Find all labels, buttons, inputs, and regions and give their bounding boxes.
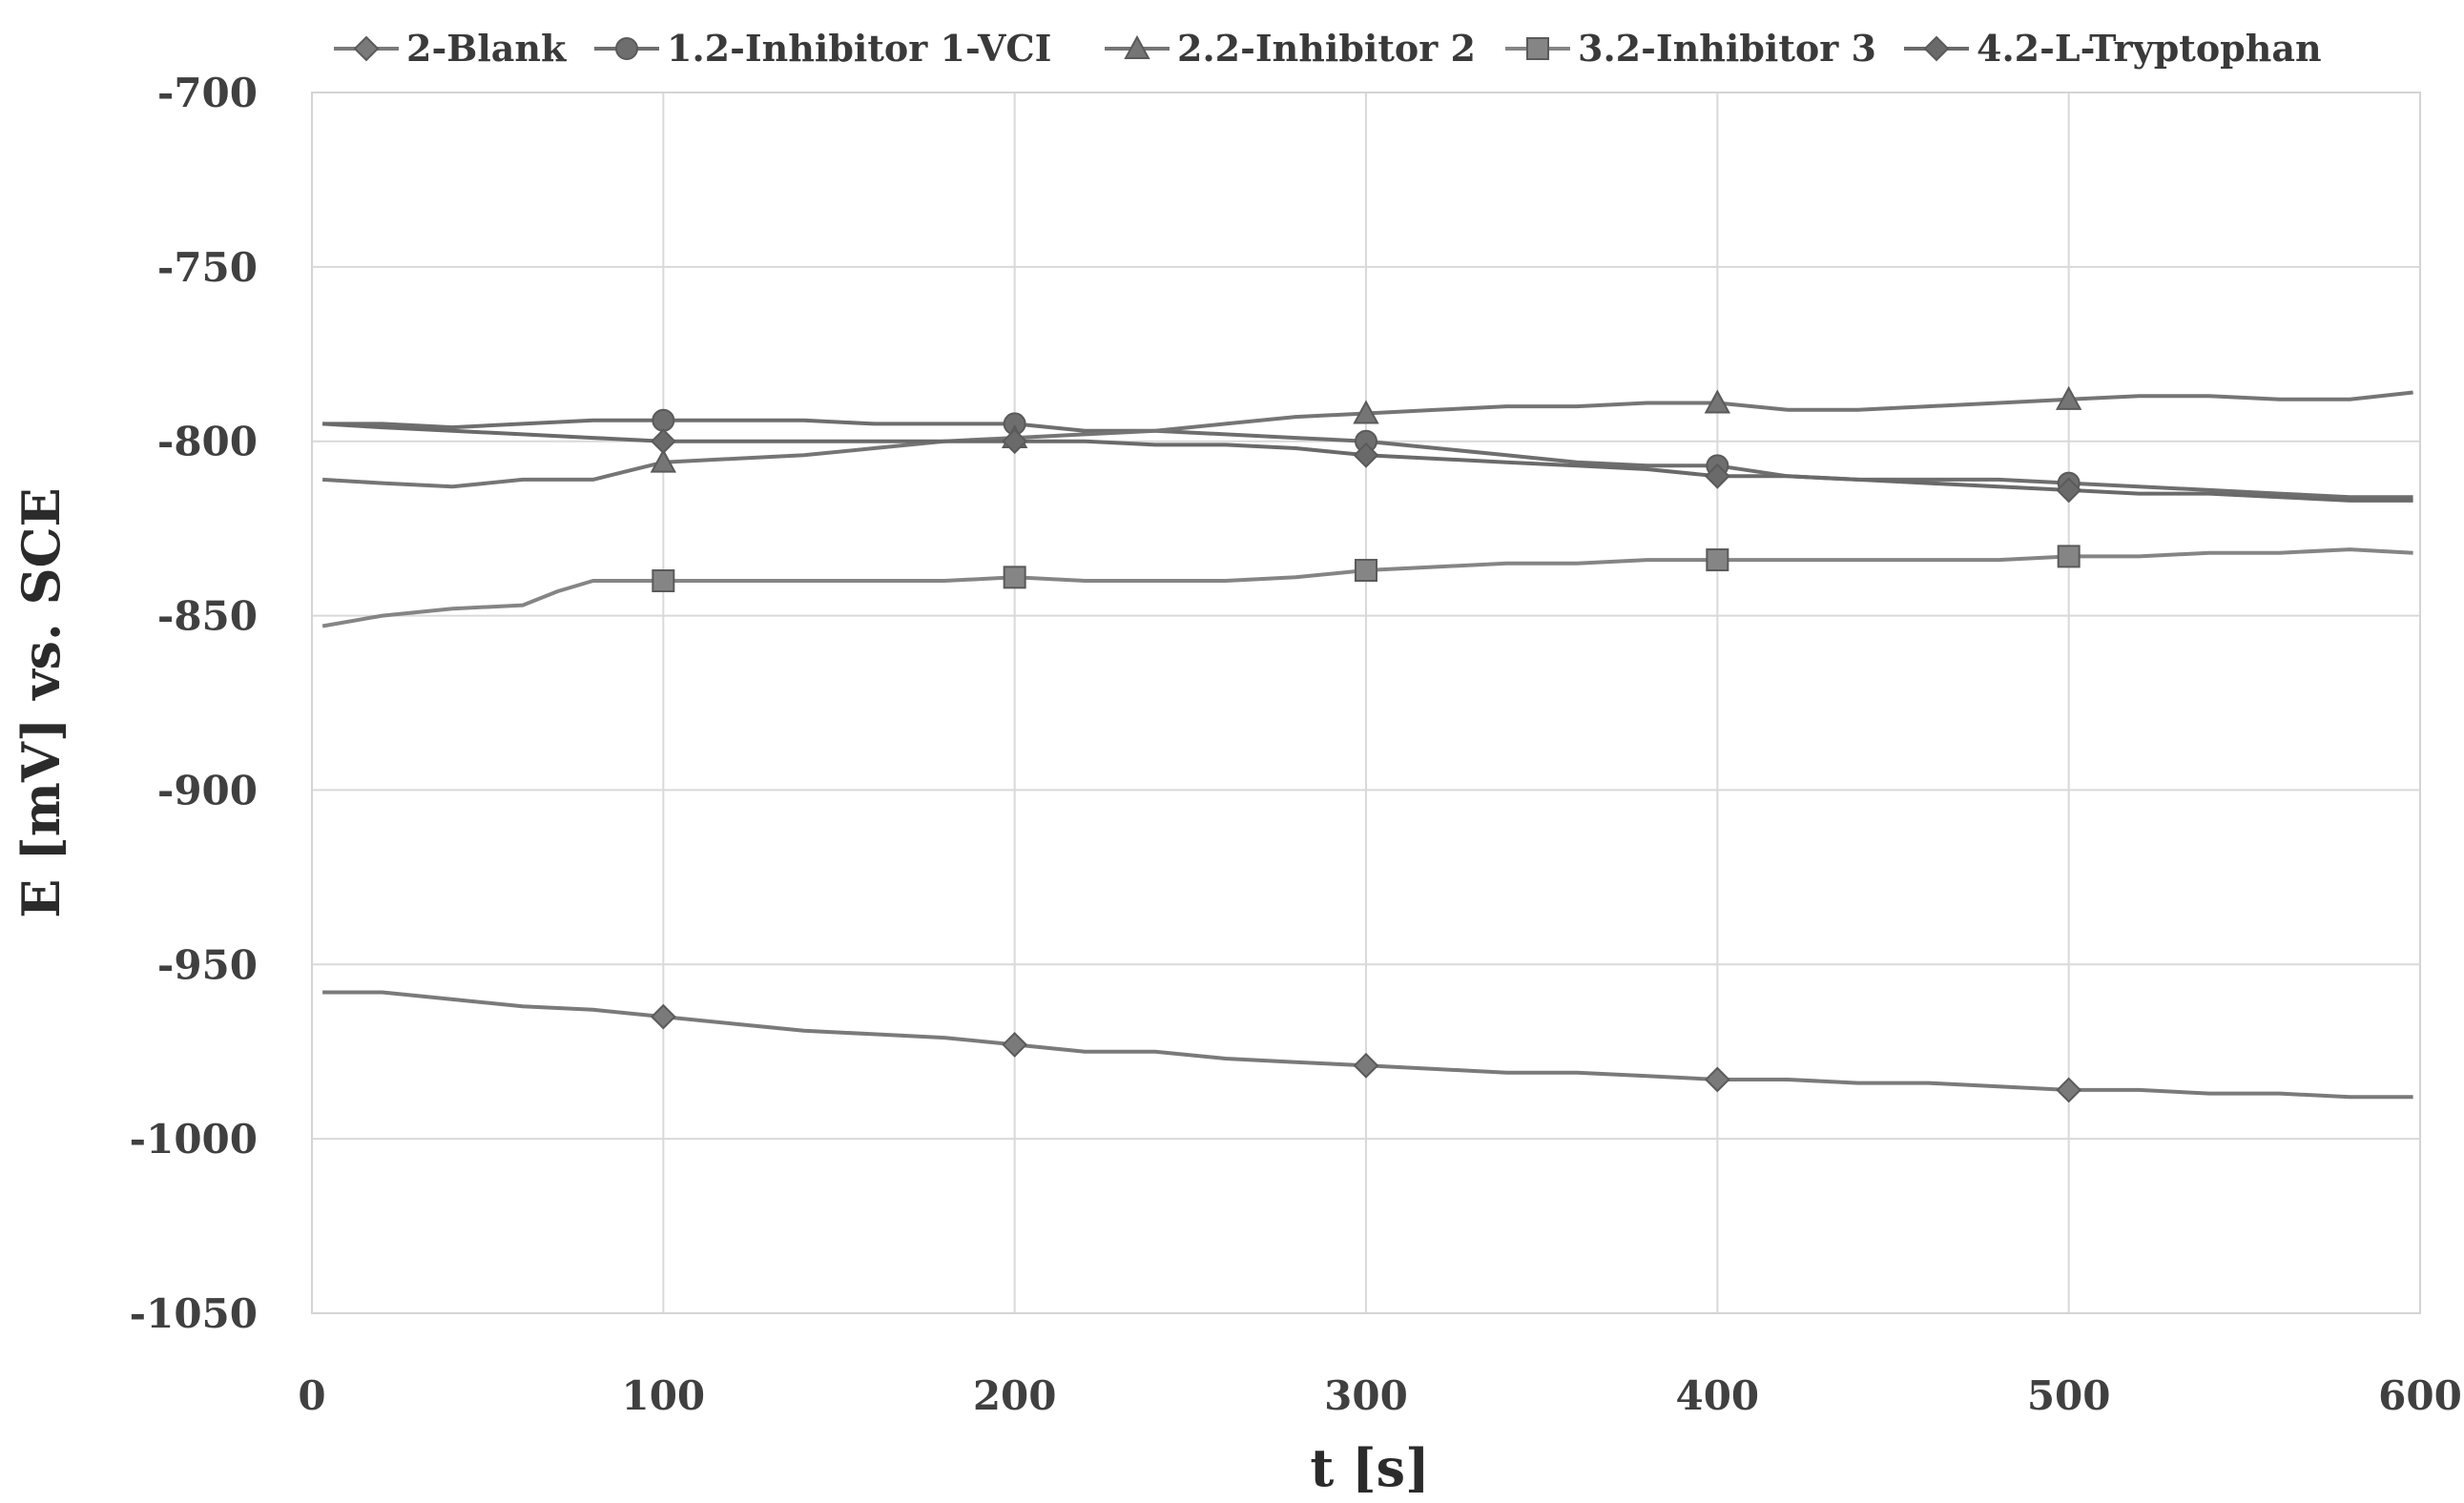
- y-tick-label: -750: [157, 244, 258, 291]
- y-tick-label: -800: [157, 419, 258, 465]
- data-point-2-blank: [1353, 1052, 1379, 1079]
- legend-marker-2-blank: [353, 35, 380, 62]
- y-axis-title: E [mV] vs. SCE: [10, 487, 72, 917]
- data-point-2-blank: [1704, 1066, 1730, 1093]
- x-tick-label: 100: [621, 1372, 705, 1419]
- legend-marker-3-2-inhibitor-3: [1526, 37, 1549, 60]
- data-point-3-2-inhibitor-3: [1003, 566, 1026, 589]
- y-tick-label: -950: [157, 941, 258, 988]
- data-point-3-2-inhibitor-3: [652, 569, 675, 592]
- data-point-2-2-inhibitor-2: [650, 448, 677, 473]
- legend-label-4-2-l-tryptophan: 4.2-L-Tryptophan: [1977, 27, 2322, 70]
- legend-label-2-2-inhibitor-2: 2.2-Inhibitor 2: [1177, 27, 1476, 70]
- y-tick-label: -900: [157, 767, 258, 813]
- legend-marker-2-2-inhibitor-2: [1124, 34, 1150, 59]
- legend: 2-Blank 1.2-Inhibitor 1-VCI 2.2-Inhibitor …: [334, 27, 2322, 70]
- data-point-3-2-inhibitor-3: [1355, 559, 1377, 583]
- data-point-4-2-l-tryptophan: [650, 428, 676, 455]
- legend-label-1-2-inhibitor-1-vci: 1.2-Inhibitor 1-VCI: [667, 27, 1051, 70]
- x-tick-label: 600: [2378, 1372, 2462, 1419]
- y-tick-label: -1000: [130, 1116, 258, 1163]
- x-tick-label: 400: [1675, 1372, 1759, 1419]
- y-tick-label: -1050: [130, 1290, 258, 1337]
- series-markers: [650, 385, 2082, 1103]
- data-point-2-blank: [650, 1003, 676, 1030]
- data-point-2-2-inhibitor-2: [2055, 385, 2082, 410]
- y-tick-label: -850: [157, 593, 258, 640]
- data-point-4-2-l-tryptophan: [1353, 442, 1379, 468]
- data-point-4-2-l-tryptophan: [1002, 428, 1028, 455]
- data-point-3-2-inhibitor-3: [1706, 548, 1729, 572]
- data-point-2-2-inhibitor-2: [1704, 389, 1731, 414]
- data-point-2-blank: [2056, 1077, 2082, 1103]
- data-point-2-2-inhibitor-2: [1353, 400, 1379, 424]
- x-tick-labels: 0 100 200 300 400 500 600: [298, 1372, 2461, 1419]
- legend-marker-1-2-inhibitor-1-vci: [615, 37, 638, 60]
- legend-label-3-2-inhibitor-3: 3.2-Inhibitor 3: [1578, 27, 1876, 70]
- legend-label-2-blank: 2-Blank: [406, 27, 567, 70]
- x-tick-label: 500: [2027, 1372, 2111, 1419]
- x-tick-label: 200: [973, 1372, 1057, 1419]
- data-point-1-2-inhibitor-1-vci: [652, 408, 675, 432]
- data-point-3-2-inhibitor-3: [2057, 545, 2081, 568]
- x-axis-title: t [s]: [1310, 1437, 1429, 1498]
- series-line-3-2-inhibitor-3: [321, 547, 2413, 628]
- data-point-2-blank: [1002, 1031, 1028, 1058]
- legend-marker-4-2-l-tryptophan: [1923, 35, 1950, 62]
- x-tick-label: 300: [1324, 1372, 1408, 1419]
- data-point-4-2-l-tryptophan: [1704, 463, 1730, 489]
- plot-area-border: [311, 92, 2421, 1314]
- x-tick-label: 0: [298, 1372, 325, 1419]
- y-tick-label: -700: [157, 70, 258, 116]
- y-tick-labels: -700 -750 -800 -850 -900 -950 -1000 -1050: [130, 70, 258, 1337]
- grid: [311, 92, 2421, 1314]
- data-point-4-2-l-tryptophan: [2056, 477, 2082, 504]
